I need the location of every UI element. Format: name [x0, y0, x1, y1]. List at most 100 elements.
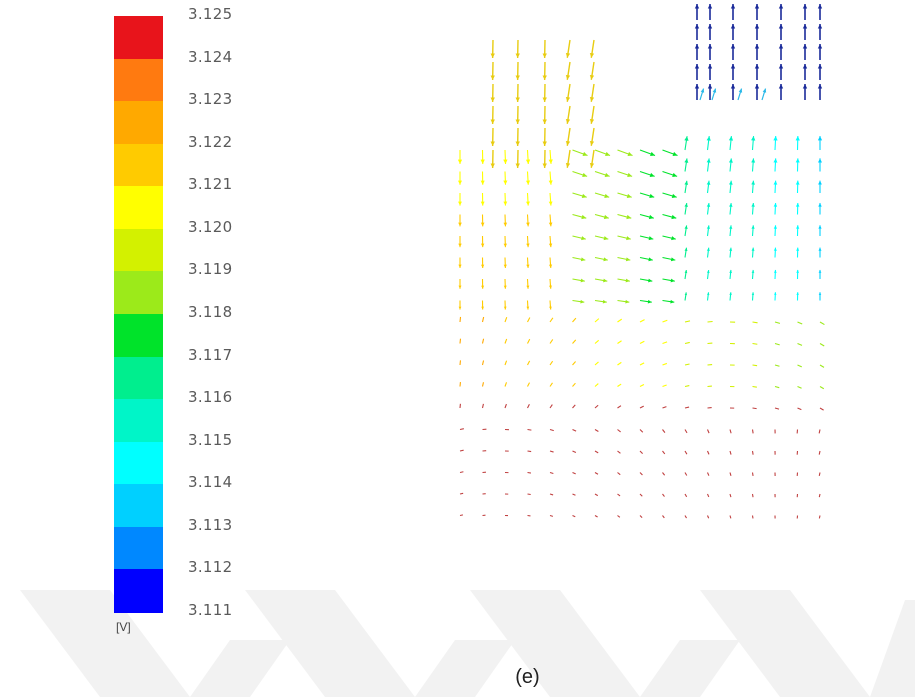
vector-arrowhead — [670, 278, 675, 283]
vector-arrowhead — [778, 84, 784, 89]
vector-arrowhead — [751, 292, 755, 295]
vector-arrow — [729, 429, 732, 434]
vector-arrowhead — [706, 247, 710, 251]
vector-arrowhead — [802, 84, 808, 89]
vector-arrowhead — [503, 306, 507, 310]
vector-arrow — [684, 341, 690, 345]
vector-arrowhead — [481, 264, 485, 268]
vector-arrowhead — [707, 84, 713, 89]
vector-arrowhead — [542, 163, 547, 168]
vector-arrowhead — [684, 158, 689, 163]
vector-arrowhead — [817, 84, 823, 89]
vector-arrow — [527, 338, 531, 344]
vector-arrowhead — [700, 88, 705, 93]
vector-arrow — [639, 472, 643, 476]
vector-arrowhead — [751, 247, 755, 251]
vector-arrowhead — [778, 44, 784, 49]
legend-color-band — [114, 526, 163, 570]
vector-arrowhead — [818, 180, 822, 185]
vector-arrow — [549, 317, 554, 323]
vector-arrowhead — [738, 88, 743, 93]
legend-tick-label: 3.114 — [188, 473, 233, 492]
vector-arrowhead — [458, 264, 462, 268]
vector-arrowhead — [728, 136, 734, 141]
vector-arrowhead — [648, 257, 653, 262]
vector-arrow — [504, 338, 508, 344]
vector-arrowhead — [648, 236, 654, 241]
vector-arrow — [818, 472, 821, 477]
vector-arrow — [662, 406, 667, 409]
vector-arrow — [617, 383, 622, 387]
vector-arrow — [751, 493, 754, 498]
vector-arrowhead — [795, 180, 800, 185]
vector-arrowhead — [581, 193, 587, 199]
vector-arrow — [752, 342, 758, 345]
vector-arrow — [752, 364, 758, 367]
vector-arrow — [459, 492, 464, 495]
vector-arrowhead — [694, 44, 700, 49]
vector-arrowhead — [626, 214, 632, 220]
vector-arrowhead — [525, 180, 531, 185]
vector-arrow — [549, 493, 554, 496]
vector-arrow — [572, 471, 576, 475]
vector-arrowhead — [548, 180, 553, 185]
vector-arrowhead — [526, 222, 530, 227]
vector-arrow — [481, 360, 485, 366]
vector-arrowhead — [548, 201, 553, 206]
vector-arrowhead — [542, 119, 547, 124]
vector-arrow — [639, 340, 645, 344]
vector-arrow — [819, 386, 825, 390]
vector-arrowhead — [604, 193, 610, 199]
vector-arrowhead — [565, 141, 571, 146]
vector-arrowhead — [684, 203, 688, 207]
vector-arrowhead — [515, 53, 520, 58]
vector-arrowhead — [480, 201, 485, 206]
vector-arrow — [662, 515, 665, 519]
velocity-vector-field — [457, 4, 825, 519]
vector-arrowhead — [503, 264, 507, 268]
vector-arrowhead — [626, 236, 631, 241]
vector-arrowhead — [684, 292, 688, 296]
vector-arrowhead — [694, 84, 700, 89]
vector-arrowhead — [515, 119, 520, 124]
vector-arrow — [481, 316, 485, 323]
vector-arrowhead — [458, 306, 462, 310]
legend-color-band — [114, 314, 163, 358]
vector-arrow — [549, 450, 554, 453]
legend-tick-label: 3.111 — [188, 601, 233, 619]
vector-arrowhead — [706, 292, 710, 296]
vector-arrowhead — [603, 278, 608, 283]
vector-arrow — [684, 493, 688, 498]
legend-tick-label: 3.118 — [188, 303, 233, 321]
vector-arrowhead — [565, 97, 571, 102]
vector-arrowhead — [672, 172, 678, 178]
vector-arrow — [662, 362, 668, 366]
vector-arrowhead — [817, 4, 823, 9]
vector-arrowhead — [548, 222, 553, 227]
vector-arrow — [706, 472, 710, 476]
vector-arrowhead — [548, 159, 553, 164]
vector-arrow — [617, 361, 622, 366]
vector-arrow — [572, 514, 576, 518]
vector-arrowhead — [627, 151, 633, 156]
vector-arrow — [684, 515, 688, 519]
vector-arrow — [729, 515, 732, 519]
vector-arrow — [617, 472, 621, 476]
vector-arrow — [549, 471, 554, 475]
vector-arrowhead — [706, 136, 711, 141]
vector-arrow — [662, 384, 667, 388]
vector-arrow — [818, 493, 821, 498]
vector-arrowhead — [626, 193, 632, 199]
vector-arrowhead — [458, 222, 462, 227]
vector-arrow — [572, 317, 577, 323]
vector-arrow — [639, 384, 645, 387]
vector-arrowhead — [603, 257, 608, 262]
vector-arrowhead — [730, 24, 736, 29]
vector-arrowhead — [774, 292, 777, 295]
vector-arrow — [459, 514, 464, 517]
vector-arrowhead — [751, 203, 755, 207]
vector-arrowhead — [515, 141, 520, 146]
vector-arrow — [481, 403, 484, 409]
vector-arrowhead — [549, 285, 552, 289]
vector-arrowhead — [754, 24, 760, 29]
